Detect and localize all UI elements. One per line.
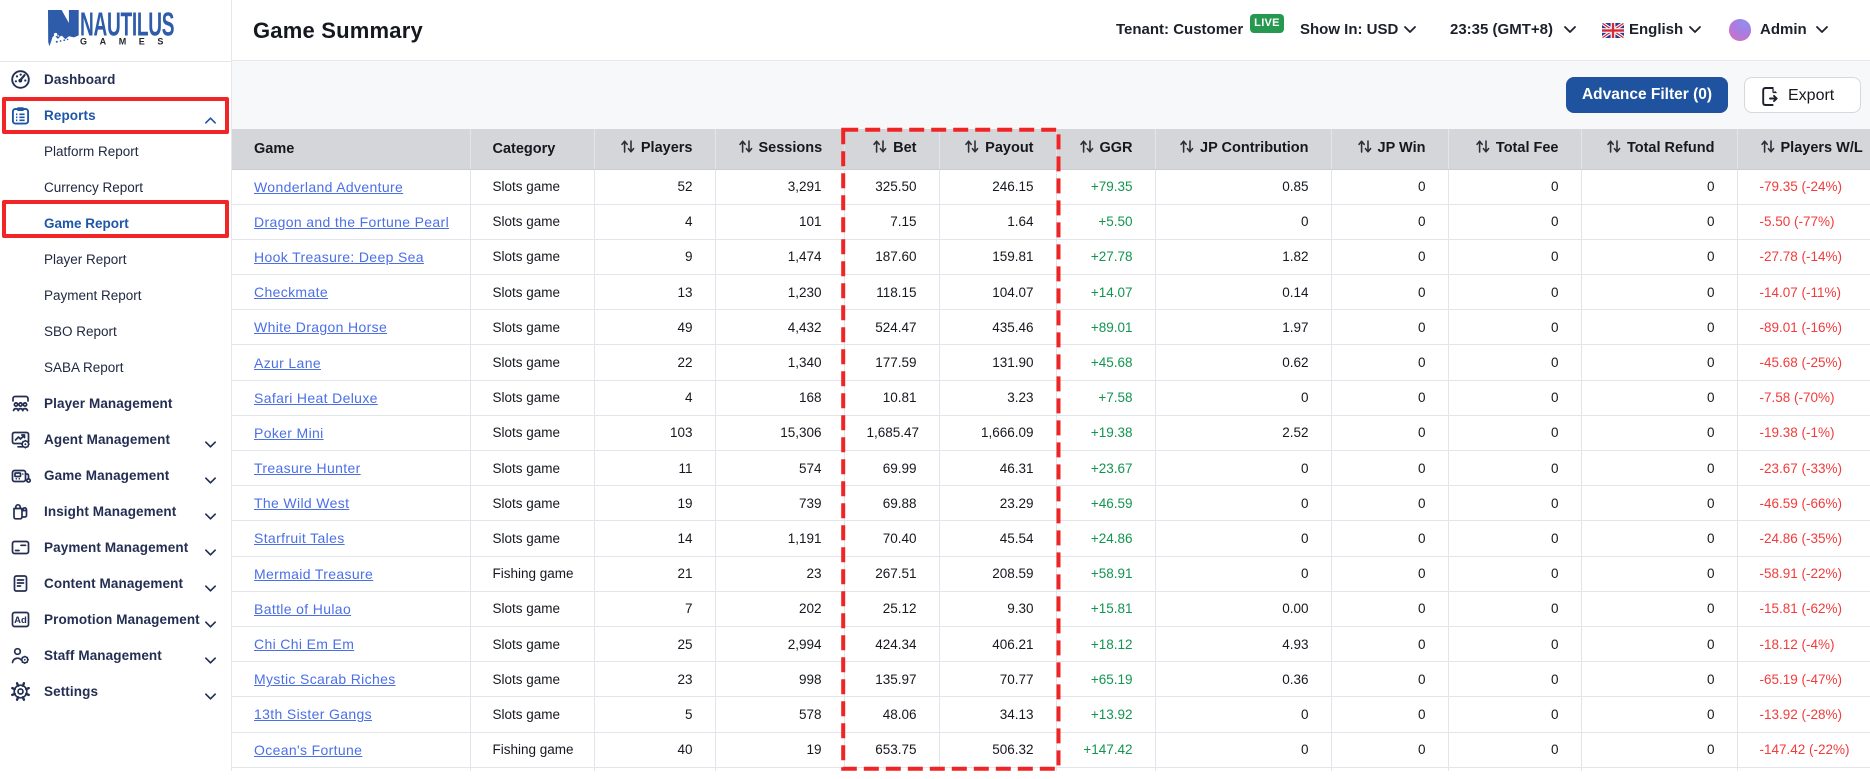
svg-text:Ad: Ad	[14, 615, 27, 626]
svg-text:GAMES: GAMES	[80, 37, 176, 47]
svg-text:NAUTILUS: NAUTILUS	[80, 10, 174, 43]
